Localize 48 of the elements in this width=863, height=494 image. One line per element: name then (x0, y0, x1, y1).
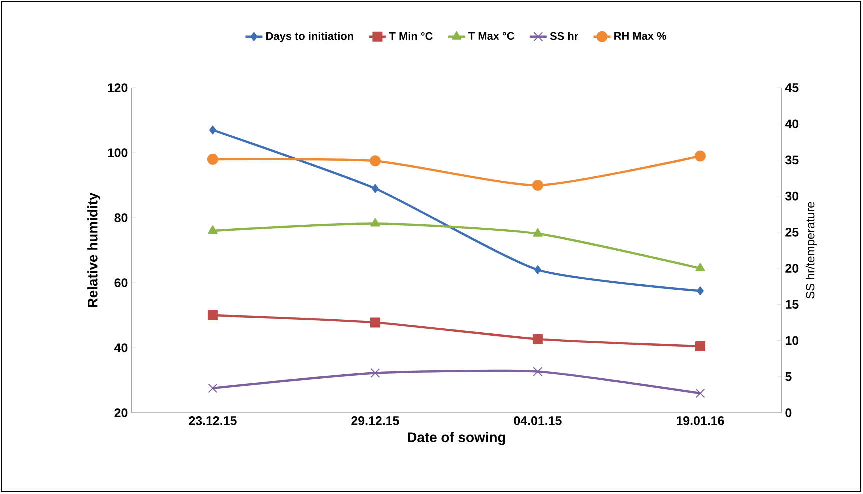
y2-tick-label: 40 (785, 120, 799, 129)
y2-tick-label: 5 (786, 372, 792, 382)
y2-tick-label: 35 (786, 156, 799, 165)
point (696, 388, 706, 398)
point (532, 180, 544, 191)
point (696, 263, 706, 272)
point (208, 225, 218, 234)
y2-tick-label: 45 (785, 84, 799, 92)
y2-tick-label: 15 (786, 300, 799, 310)
point (208, 384, 218, 394)
point (533, 367, 543, 377)
point (372, 184, 379, 194)
point (370, 218, 380, 227)
point (207, 154, 218, 165)
point (209, 126, 216, 135)
x-tick-label: 29.12.15 (352, 416, 400, 426)
point (370, 318, 380, 328)
y-tick-label: 40 (114, 344, 128, 352)
y2-tick-label: 0 (786, 408, 792, 418)
y2-axis-title: SS hr/temperature (806, 202, 818, 299)
point (208, 310, 218, 320)
legend-label: SS hr (550, 32, 578, 40)
point (533, 228, 543, 237)
y2-tick-label: 10 (786, 336, 799, 346)
point (370, 156, 381, 167)
y-tick-label: 120 (108, 84, 128, 92)
legend-label: T Max °C (468, 32, 515, 40)
y2-tick-label: 30 (786, 192, 799, 201)
x-tick-label: 19.01.16 (677, 416, 724, 426)
x-tick-label: 23.12.15 (189, 416, 237, 426)
point (370, 368, 380, 378)
y-tick-label: 100 (108, 148, 128, 158)
point (534, 266, 542, 274)
x-axis-title: Date of sowing (408, 432, 506, 446)
point (532, 334, 543, 344)
legend-label: Days to initiation (266, 32, 354, 42)
legend-label: RH Max % (614, 32, 667, 40)
y2-tick-label: 25 (786, 228, 799, 237)
y-tick-label: 80 (114, 214, 128, 222)
y-tick-label: 60 (114, 278, 128, 288)
point (695, 342, 706, 352)
point (694, 150, 706, 162)
y-axis-title: Relative humidity (88, 192, 101, 308)
x-tick-label: 04.01.15 (514, 416, 562, 426)
point (696, 286, 704, 296)
y2-tick-label: 20 (786, 264, 799, 273)
legend-label: T Min °C (389, 32, 433, 40)
y-tick-label: 20 (114, 408, 128, 418)
